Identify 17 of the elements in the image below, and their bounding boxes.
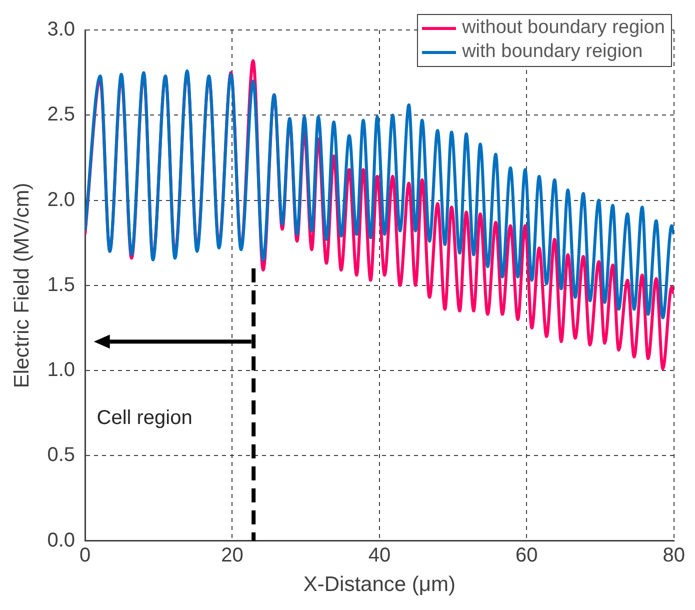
y-tick-label: 1.0 (47, 359, 76, 382)
legend-label: with boundary reigion (462, 40, 643, 64)
x-axis-title: X-Distance (μm) (303, 573, 456, 596)
y-axis-title: Electric Field (MV/cm) (10, 182, 34, 388)
x-tick-label: 60 (516, 544, 538, 566)
y-tick-label: 3.0 (47, 18, 76, 41)
y-tick-label: 0.5 (47, 444, 76, 466)
x-tick-label: 80 (662, 544, 685, 566)
y-tick-label: 0.0 (47, 529, 76, 552)
legend-label: without boundary region (462, 16, 665, 40)
x-tick-label: 20 (221, 544, 244, 566)
y-tick-label: 1.5 (47, 274, 76, 296)
annotation: Cell region (96, 406, 192, 432)
x-tick-label: 40 (368, 544, 391, 566)
y-tick-label: 2.5 (47, 104, 76, 126)
x-tick-label: 0 (79, 544, 91, 566)
y-tick-label: 2.0 (47, 188, 76, 211)
